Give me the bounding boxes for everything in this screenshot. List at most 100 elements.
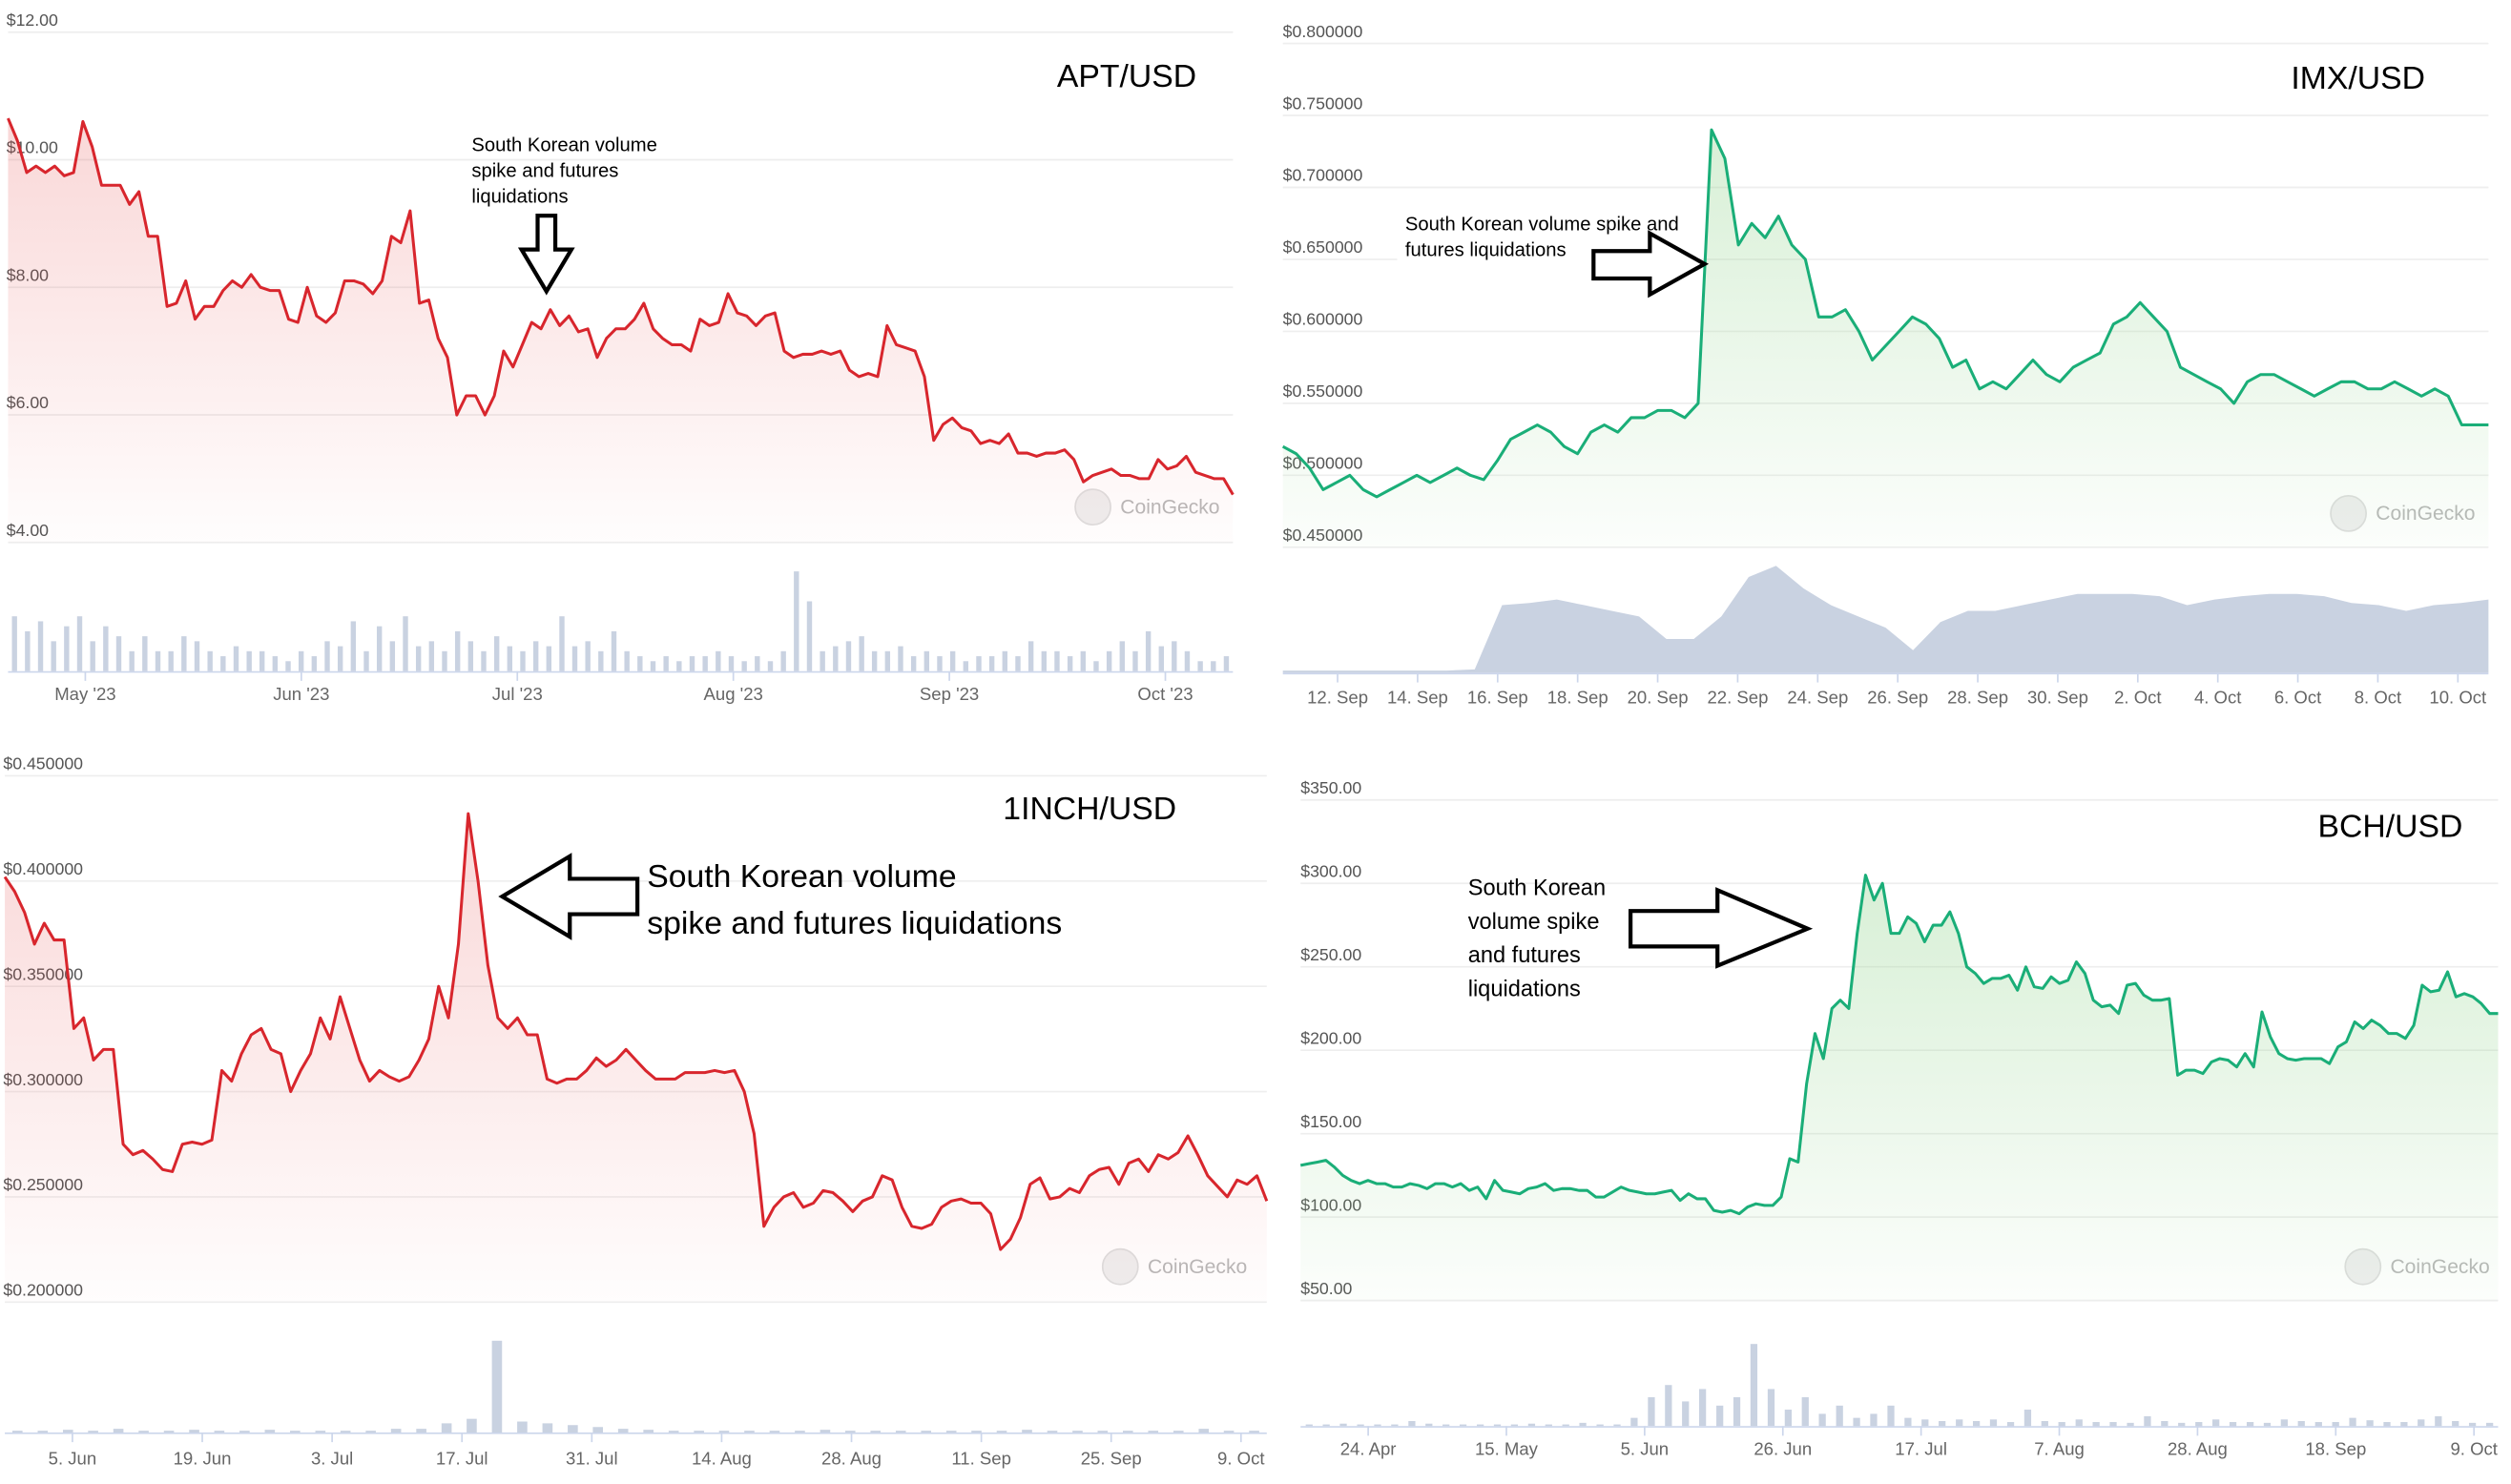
volume-bar [90, 641, 95, 671]
volume-bar [2486, 1422, 2494, 1427]
volume-bar [895, 1431, 906, 1432]
volume-bar [467, 641, 474, 671]
volume-bar [2109, 1422, 2117, 1427]
volume-bar [598, 650, 604, 671]
volume-bar [350, 621, 357, 671]
volume-bar [1148, 1431, 1159, 1432]
volume-bar [571, 646, 578, 671]
volume-bar [2435, 1415, 2442, 1427]
volume-bar [637, 656, 643, 671]
volume-bar [1067, 656, 1073, 671]
volume-bar [769, 1431, 780, 1432]
volume-bar [694, 1431, 704, 1432]
annotation-line: South Korean [1468, 876, 1606, 900]
volume-bar [467, 1418, 477, 1432]
volume-bar [1665, 1385, 1672, 1427]
volume-bar [113, 1429, 124, 1432]
y-tick-label: $12.00 [7, 10, 58, 30]
volume-bar [1510, 1424, 1519, 1427]
chart-title: BCH/USD [2318, 809, 2463, 845]
volume-bar [1145, 630, 1152, 671]
volume-bar [611, 630, 617, 671]
annotation: South Korean volume spike and futures li… [471, 135, 657, 296]
volume-bar [491, 1340, 503, 1432]
volume-bar [1122, 1431, 1133, 1432]
arrow-right-icon [1629, 887, 1814, 969]
volume-bar [103, 626, 109, 671]
volume-bar [702, 656, 708, 671]
volume-bar [820, 650, 825, 671]
volume-bar [194, 641, 200, 671]
x-tick-label: 4. Oct [2194, 687, 2242, 707]
y-tick-label: $0.800000 [1283, 22, 1363, 41]
volume-bar [1648, 1397, 1655, 1427]
x-tick-label: 25. Sep [1081, 1449, 1142, 1469]
volume-bar [493, 636, 500, 671]
volume-bar [88, 1431, 98, 1432]
volume-bar [11, 616, 17, 671]
volume-bar [168, 650, 174, 671]
price-area-fill [1300, 875, 2499, 1301]
volume-bar [1197, 661, 1203, 671]
volume-bar [1972, 1421, 1981, 1427]
volume-bar [163, 1431, 175, 1432]
price-line [3, 812, 1269, 1251]
x-tick-label: 24. Sep [1787, 687, 1848, 707]
volume-bar [311, 656, 318, 671]
volume-bar [1989, 1419, 1998, 1427]
y-tick-label: $0.700000 [1283, 166, 1363, 185]
volume-bar [2383, 1422, 2391, 1427]
x-tick-label: 20. Sep [1628, 687, 1689, 707]
volume-bar [2468, 1422, 2477, 1427]
y-tick-label: $0.750000 [1283, 93, 1363, 113]
volume-bar [2006, 1422, 2015, 1427]
volume-bar [1106, 650, 1112, 671]
volume-bar [155, 650, 161, 671]
volume-bar [214, 1431, 225, 1432]
x-tick-label: 16. Sep [1467, 687, 1528, 707]
volume-bar [415, 646, 422, 671]
volume-bar [76, 616, 83, 671]
volume-bar [2314, 1422, 2322, 1427]
x-tick-label: 5. Jun [1621, 1439, 1670, 1459]
volume-bar [2041, 1421, 2048, 1427]
volume-bar [1476, 1424, 1484, 1427]
volume-bar [910, 656, 917, 671]
volume-bar [949, 650, 956, 671]
x-tick-label: 26. Jun [1754, 1439, 1812, 1459]
volume-bar [1022, 1430, 1032, 1432]
y-tick-label: $200.00 [1300, 1028, 1361, 1047]
volume-bar [2178, 1422, 2186, 1427]
volume-bar [416, 1429, 426, 1432]
x-tick-label: 14. Aug [692, 1449, 752, 1469]
volume-bar [963, 661, 969, 671]
volume-bar [1080, 650, 1087, 671]
y-tick-label: $300.00 [1300, 861, 1361, 880]
volume-bar [2023, 1410, 2032, 1427]
x-tick-label: 31. Jul [566, 1449, 618, 1469]
volume-bar [259, 650, 265, 671]
volume-bar [2418, 1419, 2425, 1427]
volume-bar [2229, 1422, 2237, 1427]
x-tick-label: 14. Sep [1387, 687, 1448, 707]
x-tick-label: 18. Sep [2305, 1439, 2366, 1459]
volume-bar [376, 626, 383, 671]
volume-bar [1545, 1424, 1552, 1427]
volume-bar [1223, 656, 1230, 671]
volume-bar [207, 650, 213, 671]
x-tick-label: 6. Oct [2274, 687, 2322, 707]
volume-bar [2297, 1421, 2305, 1427]
volume-bar [1184, 650, 1191, 671]
volume-bar [129, 650, 135, 671]
volume-bar [1939, 1421, 1946, 1427]
volume-bar [11, 1431, 23, 1432]
volume-bar [1072, 1431, 1083, 1432]
volume-bar [988, 656, 995, 671]
y-tick-label: $0.400000 [3, 859, 83, 878]
volume-bar [37, 1431, 49, 1432]
y-tick-label: $250.00 [1300, 945, 1361, 964]
volume-bar [844, 1431, 856, 1432]
volume-bar [64, 626, 70, 671]
volume-bar [442, 650, 447, 671]
volume-bar [1097, 1431, 1109, 1432]
